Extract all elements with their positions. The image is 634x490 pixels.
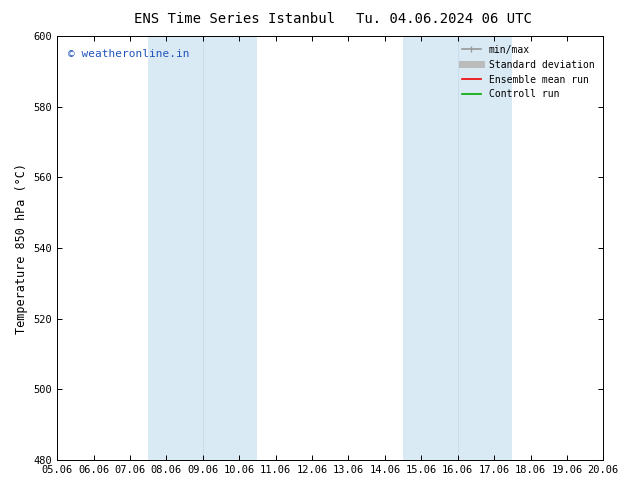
Legend: min/max, Standard deviation, Ensemble mean run, Controll run: min/max, Standard deviation, Ensemble me…: [458, 41, 598, 103]
Bar: [203, 36, 257, 460]
Bar: [403, 36, 458, 460]
Text: Tu. 04.06.2024 06 UTC: Tu. 04.06.2024 06 UTC: [356, 12, 532, 26]
Text: © weatheronline.in: © weatheronline.in: [68, 49, 190, 59]
Bar: [458, 36, 512, 460]
Bar: [148, 36, 203, 460]
Y-axis label: Temperature 850 hPa (°C): Temperature 850 hPa (°C): [15, 163, 28, 334]
Text: ENS Time Series Istanbul: ENS Time Series Istanbul: [134, 12, 335, 26]
